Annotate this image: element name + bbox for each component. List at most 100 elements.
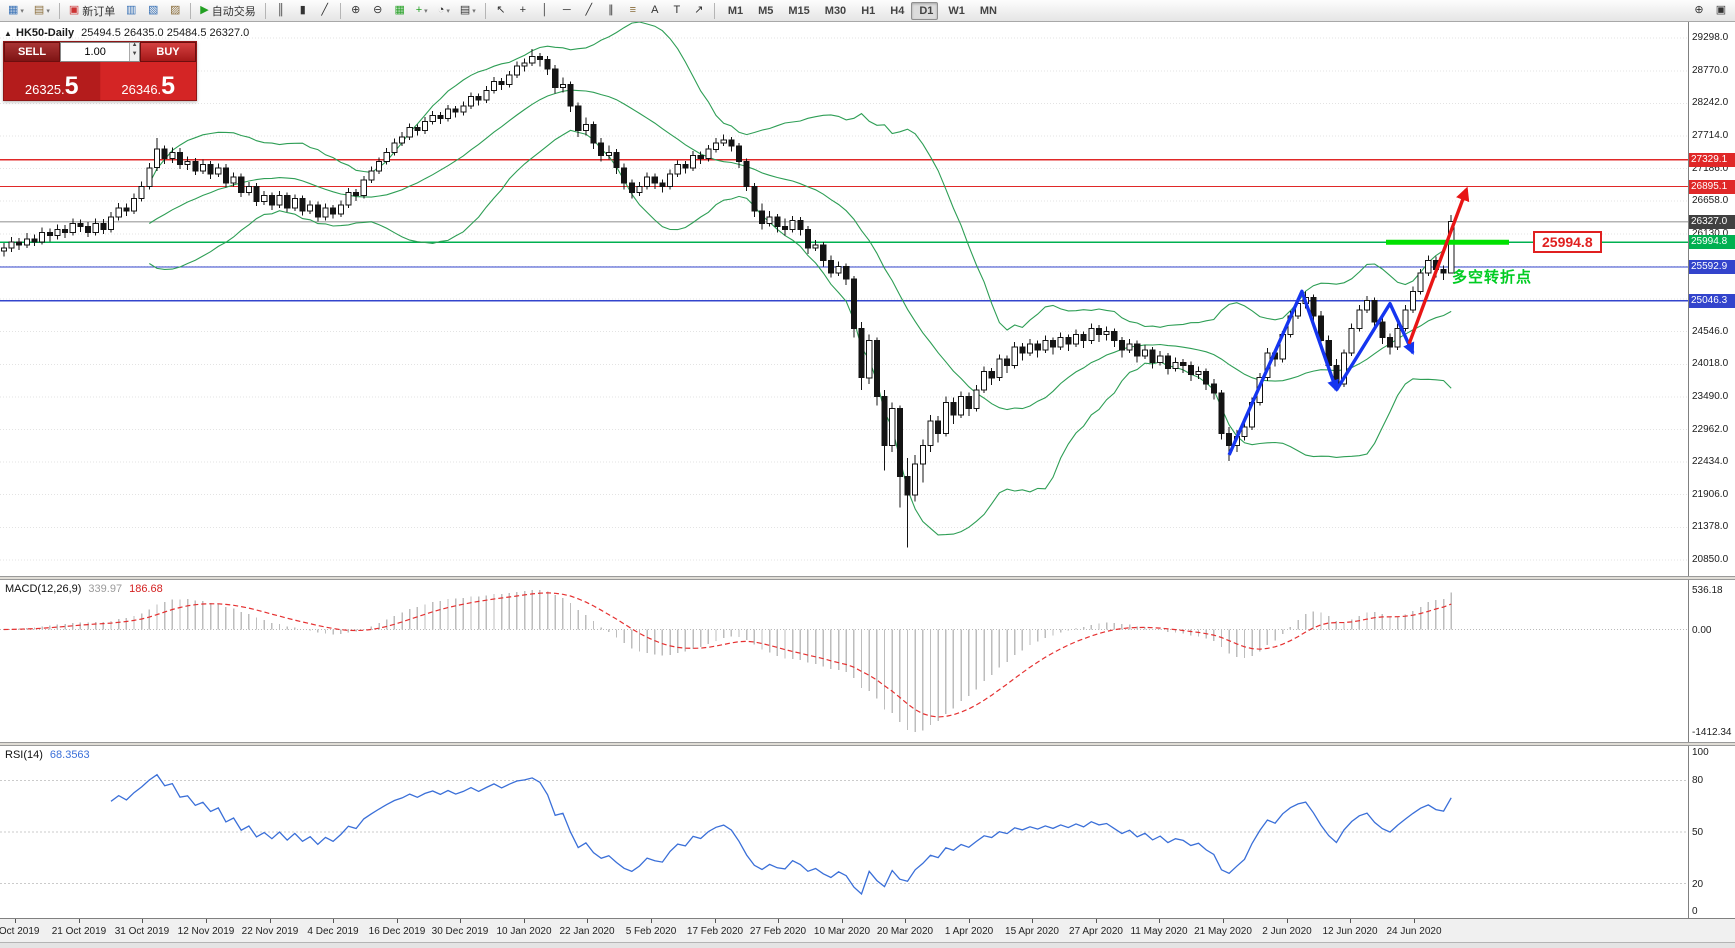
price-axis-label: 21906.0 [1692,489,1729,500]
chart-ohlc-values: 25494.5 26435.0 25484.5 26327.0 [81,27,250,39]
tf-w1-button[interactable]: W1 [948,4,965,17]
macd-histogram [10,589,1452,733]
time-axis-tick [1159,919,1160,923]
horizontal-lines [0,159,1688,302]
window-bottom-edge [0,942,1735,948]
rsi-axis-label: 50 [1692,827,1704,838]
arrows-button[interactable]: ↗ [694,4,704,16]
price-axis-label: 26130.0 [1692,228,1729,239]
lot-increase-button[interactable]: ▲ [130,42,139,52]
one-click-collapse-icon[interactable]: ▲ [4,29,12,38]
time-axis-tick [1287,919,1288,923]
price-axis[interactable]: 29298.0 28770.0 28242.0 27714.0 27186.0 26658… [1688,0,1735,948]
bollinger-bands [148,22,1452,536]
cursor-button[interactable]: ↖ [496,4,506,16]
fibonacci-button[interactable]: ≡ [629,4,637,16]
indicators-button[interactable]: + ▾ [415,4,428,16]
templates-button[interactable]: ▤ ▾ [459,4,476,16]
tf-mn-button[interactable]: MN [979,4,997,17]
zigzag-annotation[interactable] [1227,289,1415,456]
time-axis-label: 17 Feb 2020 [686,926,744,937]
text-button[interactable]: A [651,4,659,16]
label-button[interactable]: T [673,4,681,16]
time-axis-label: 31 Oct 2019 [114,926,170,937]
chart-window-button[interactable]: ▣ [1715,4,1727,16]
price-axis-label: 26658.0 [1692,195,1729,206]
time-axis-label: 12 Nov 2019 [177,926,235,937]
time-axis-tick [969,919,970,923]
new-chart-button[interactable]: ▦ ▾ [8,4,24,16]
channel-button[interactable]: ∥ [608,4,614,16]
autotrading-button[interactable]: ▶ 自动交易 [200,4,256,18]
crosshair-button[interactable]: + [519,4,527,16]
toolbar-separator [484,2,486,19]
toolbar-separator [264,2,266,19]
trendline-button[interactable]: ╱ [585,4,593,16]
rsi-levels [0,779,1688,885]
tf-m5-button[interactable]: M5 [758,4,774,17]
toolbar: ▦ ▾ ▤ ▾ ▣ 新订单 ▥ ▧ ▨ ▶ 自动交易 ║ ▮ ╱ ⊕ ⊖ ▦ + ▾ ◔ ▾ ▤ ▾ ↖ + │ ─ ╱ ∥ ≡ A T ↗ M1… [0,0,1735,22]
price-axis-label: 22434.0 [1692,456,1729,467]
periods-button[interactable]: ◔ ▾ [437,4,450,16]
time-axis-tick [206,919,207,923]
time-axis-label: 24 Jun 2020 [1386,926,1442,937]
chart-zoom-button[interactable]: ⊕ [1694,4,1704,16]
tf-m30-button[interactable]: M30 [824,4,847,17]
vertical-line-button[interactable]: │ [541,4,549,16]
data-window-button[interactable]: ▧ [148,4,159,16]
tf-h1-button[interactable]: H1 [861,4,876,17]
horizontal-line-button[interactable]: ─ [562,4,571,16]
panel-splitter[interactable] [0,576,1735,580]
time-axis-tick [842,919,843,923]
price-level-annotation-label[interactable]: 25994.8 [1533,231,1602,253]
rsi-panel-plot[interactable] [0,746,1688,918]
price-axis-label: 27186.0 [1692,163,1729,174]
new-order-button[interactable]: ▣ 新订单 [68,4,116,18]
tf-h4-button[interactable]: H4 [890,4,905,17]
tf-m1-button[interactable]: M1 [727,4,744,17]
price-axis-label: 27714.0 [1692,130,1729,141]
time-axis-tick [651,919,652,923]
time-axis-tick [1223,919,1224,923]
tf-d1-button[interactable]: D1 [911,1,939,20]
buy-price[interactable]: 26346. 5 [100,62,196,100]
line-chart-button[interactable]: ╱ [321,4,329,16]
navigator-button[interactable]: ▨ [170,4,181,16]
price-axis-label: 21378.0 [1692,521,1729,532]
sell-price[interactable]: 26325. 5 [4,62,100,100]
bars-chart-button[interactable]: ║ [276,4,285,16]
toolbar-separator [339,2,341,19]
time-axis-tick [142,919,143,923]
zoom-in-button[interactable]: ⊕ [351,4,361,16]
price-axis-label: 24018.0 [1692,358,1729,369]
time-axis-tick [1032,919,1033,923]
rsi-name: RSI(14) [5,749,43,761]
chart-title: HK50-Daily 25494.5 26435.0 25484.5 26327.… [16,27,249,39]
sell-button[interactable]: SELL [4,42,60,62]
buy-button[interactable]: BUY [140,42,196,62]
tile-windows-button[interactable]: ▦ [394,4,405,16]
candlesticks-button[interactable]: ▮ [299,4,306,16]
time-axis-label: 27 Apr 2020 [1069,926,1123,937]
panel-splitter[interactable] [0,742,1735,746]
time-axis-label: 22 Jan 2020 [559,926,615,937]
trend-arrow-annotation[interactable] [1407,186,1470,345]
macd-indicator-label: MACD(12,26,9) 339.97 186.68 [5,583,163,595]
market-watch-button[interactable]: ▥ [126,4,137,16]
time-axis-tick [15,919,16,923]
price-axis-label: 23490.0 [1692,391,1729,402]
tf-m15-button[interactable]: M15 [788,4,810,17]
time-axis[interactable]: 9 Oct 2019 21 Oct 2019 31 Oct 2019 12 Nov 2… [0,918,1735,942]
lot-input[interactable] [61,43,130,61]
time-axis-label: 12 Jun 2020 [1322,926,1378,937]
time-axis-tick [1096,919,1097,923]
profiles-button[interactable]: ▤ ▾ [33,4,50,16]
chart-symbol-period: HK50-Daily [16,27,75,39]
pivot-point-annotation-text[interactable]: 多空转折点 [1452,269,1533,286]
macd-signal-value: 186.68 [129,583,163,595]
macd-main-value: 339.97 [88,583,123,595]
zoom-out-button[interactable]: ⊖ [373,4,383,16]
macd-panel-plot[interactable] [0,580,1688,742]
lot-decrease-button[interactable]: ▼ [130,51,139,61]
candlestick-chart[interactable] [0,22,1688,576]
